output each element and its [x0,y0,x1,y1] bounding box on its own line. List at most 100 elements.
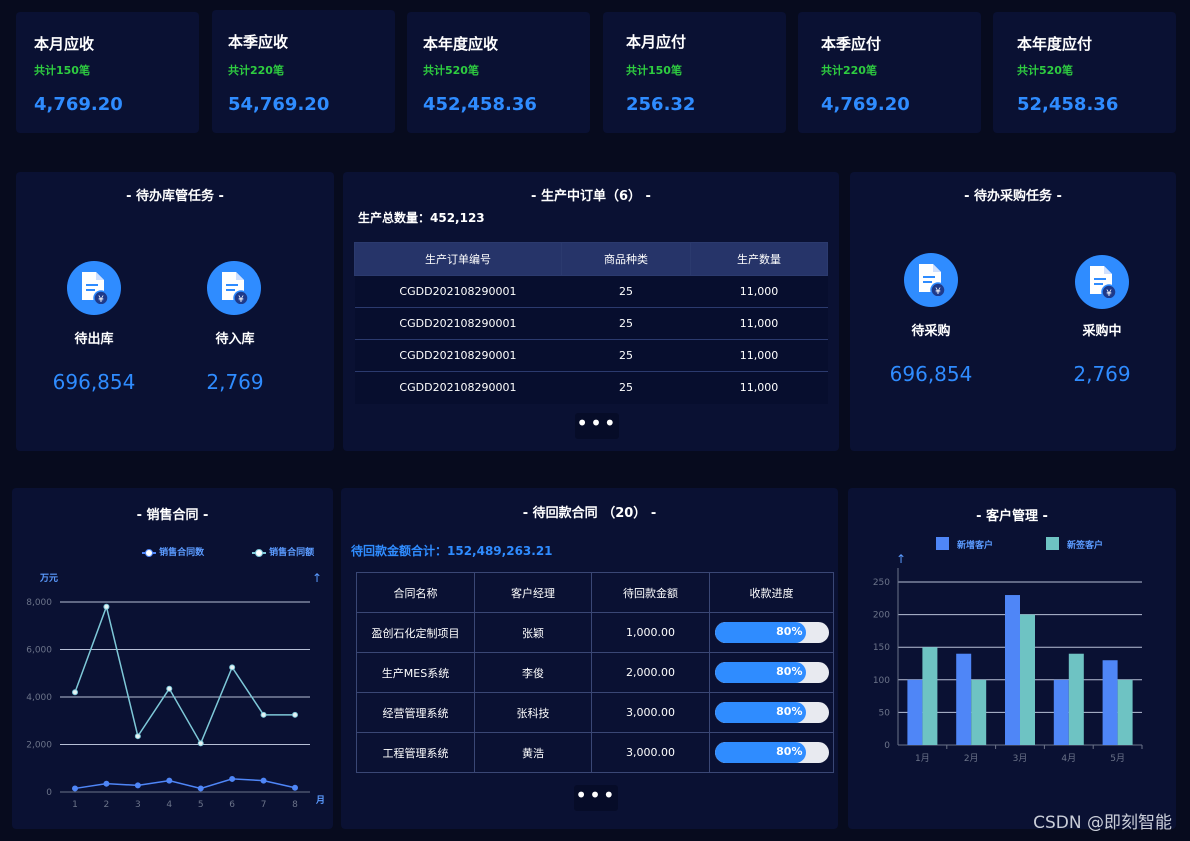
y-axis-unit: 万元 [40,574,59,584]
column-header: 合同名称 [356,572,475,613]
task-label-to-purchase: 待采购 [911,324,951,339]
kpi-value: 4,769.20 [821,94,910,115]
customer-management-panel: - 客户管理 - ↑ 0 50 100 150 200 250 1月 2月 3月 4月 5月 新增客户… [848,488,1176,829]
y-tick-label: 0 [884,741,890,751]
account-manager: 张颖 [474,612,592,653]
svg-text:¥: ¥ [935,287,941,296]
data-point [197,740,204,747]
kpi-card-5: 本季应付 共计220笔 4,769.20 [798,12,981,133]
customer-bar-chart: 0 50 100 150 200 250 1月 2月 3月 4月 5月 新增客户 新签客户 [873,537,1143,764]
collection-progress: 80% [709,652,834,693]
svg-text:¥: ¥ [1106,289,1112,298]
progress-bar: 80% [714,662,829,683]
x-tick-label: 7 [261,800,267,810]
table-row[interactable]: CGDD202108290001 25 11,000 [354,371,828,404]
sales-contract-panel: - 销售合同 - 销售合同数 销售合同额 万元 ↑ 0 2,000 4,000 6,0… [12,488,333,829]
table-row[interactable]: CGDD202108290001 25 11,000 [354,307,828,340]
kpi-card-4: 本月应付 共计150笔 256.32 [603,12,786,133]
account-manager: 张科技 [474,692,592,733]
y-tick-label: 2,000 [26,741,52,751]
y-tick-label: 100 [873,676,890,686]
receivable-contract-panel: - 待回款合同 （20） - 待回款金额合计：152,489,263.21 合同… [341,488,838,829]
bar [1020,614,1035,745]
column-header: 收款进度 [709,572,834,613]
warehouse-task-panel: - 待办库管任务 - ¥ 待出库 696,854 ¥ 待入库 2,769 [16,172,334,451]
kpi-count: 共计220笔 [228,64,284,77]
column-header: 生产数量 [690,242,828,276]
task-value-outbound: 696,854 [52,370,136,394]
table-row[interactable]: CGDD202108290001 25 11,000 [354,275,828,308]
svg-text:¥: ¥ [98,295,104,304]
column-header: 待回款金额 [591,572,710,613]
account-manager: 黄浩 [474,732,592,773]
document-yen-icon[interactable]: ¥ [207,261,261,315]
table-row[interactable]: 盈创石化定制项目 张颖 1,000.00 80% [356,612,834,653]
sales-line-chart: 0 2,000 4,000 6,000 8,000 1 2 3 4 5 6 7 8 [26,598,310,810]
data-point [292,784,298,791]
kpi-value: 4,769.20 [34,94,123,115]
data-point [166,777,173,784]
data-point [260,777,267,784]
table-row[interactable]: CGDD202108290001 25 11,000 [354,339,828,372]
receivable-table: 合同名称 客户经理 待回款金额 收款进度 盈创石化定制项目 张颖 1,000.0… [356,572,834,773]
kpi-title: 本季应收 [228,33,289,51]
more-button[interactable]: ••• [575,413,619,439]
contract-name: 盈创石化定制项目 [356,612,475,653]
production-total: 生产总数量：452,123 [358,211,485,225]
order-number: CGDD202108290001 [354,275,562,308]
document-yen-icon[interactable]: ¥ [67,261,121,315]
kpi-count: 共计520笔 [1017,64,1073,77]
x-tick-label: 5月 [1110,753,1125,764]
receivable-amount: 1,000.00 [591,612,710,653]
document-yen-icon[interactable]: ¥ [1075,255,1129,309]
quantity: 11,000 [690,275,828,308]
y-tick-label: 4,000 [26,693,52,703]
x-tick-label: 2 [104,800,110,810]
data-point [72,689,78,696]
x-axis-unit: 月 [316,796,326,806]
kpi-card-6: 本年度应付 共计520笔 52,458.36 [993,12,1176,133]
series-line [74,604,295,746]
table-row[interactable]: 生产MES系统 李俊 2,000.00 80% [356,652,834,693]
category-count: 25 [561,371,691,404]
legend-swatch [936,537,949,550]
contract-name: 生产MES系统 [356,652,475,693]
panel-title: - 销售合同 - [136,508,209,523]
legend-contract-count[interactable]: 销售合同数 [142,545,204,558]
purchase-task-panel: - 待办采购任务 - ¥ 待采购 696,854 ¥ 采购中 2,769 [850,172,1176,451]
quantity: 11,000 [690,307,828,340]
panel-title: - 待办库管任务 - [126,189,224,204]
progress-label: 80% [776,625,803,638]
data-point [229,775,236,782]
bar [1068,653,1084,745]
y-tick-label: 0 [46,788,52,798]
kpi-title: 本年度应收 [423,35,499,53]
bar [1053,679,1069,745]
task-value-inbound: 2,769 [206,370,264,394]
task-value-purchasing: 2,769 [1073,362,1131,386]
x-tick-label: 5 [198,800,204,810]
data-point [197,785,204,792]
data-point [292,711,298,718]
panel-title: - 待办采购任务 - [964,189,1062,204]
data-point [260,711,267,718]
task-label-outbound: 待出库 [74,332,114,347]
data-point [72,785,78,792]
document-yen-icon[interactable]: ¥ [904,253,958,307]
y-tick-label: 6,000 [26,646,52,656]
category-count: 25 [561,275,691,308]
progress-bar: 80% [714,702,829,723]
progress-bar: 80% [714,622,829,643]
task-value-to-purchase: 696,854 [889,362,973,386]
kpi-value: 52,458.36 [1017,94,1119,115]
legend-label: 销售合同额 [269,548,315,558]
table-row[interactable]: 工程管理系统 黄浩 3,000.00 80% [356,732,834,773]
more-button[interactable]: ••• [574,785,618,811]
contract-name: 经营管理系统 [356,692,475,733]
progress-fill [714,622,806,643]
table-row[interactable]: 经营管理系统 张科技 3,000.00 80% [356,692,834,733]
production-table-wrap[interactable]: 生产订单编号 商品种类 生产数量 CGDD202108290001 25 11,… [354,242,828,405]
x-tick-label: 1月 [915,753,930,764]
legend-contract-amount[interactable]: 销售合同额 [252,545,314,558]
progress-fill [714,662,806,683]
